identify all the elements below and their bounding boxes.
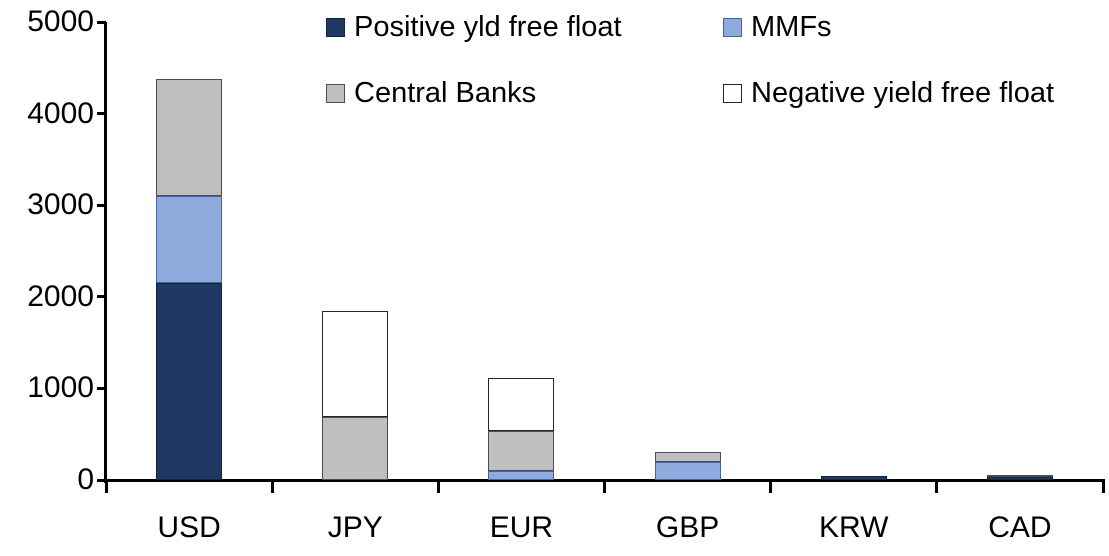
bar-segment-JPY-negative-yield-free-float xyxy=(322,311,389,417)
legend-item-central-banks: Central Banks xyxy=(326,76,723,110)
x-tick xyxy=(603,480,606,493)
bar-segment-CAD-positive-yld-free-float xyxy=(986,477,1053,480)
y-tick-label: 3000 xyxy=(27,188,94,222)
legend-label: MMFs xyxy=(751,11,832,43)
x-category-label: KRW xyxy=(819,511,889,544)
legend-item-mmfs: MMFs xyxy=(723,10,1054,44)
y-tick xyxy=(97,112,106,116)
y-tick-label: 4000 xyxy=(27,96,94,130)
legend-item-negative-yield-free-float: Negative yield free float xyxy=(723,76,1054,110)
legend-swatch-negative-icon xyxy=(723,83,742,103)
x-tick xyxy=(769,480,773,493)
bar-segment-GBP-central-banks xyxy=(654,451,721,462)
legend-label: Central Banks xyxy=(354,77,537,109)
legend-label: Positive yld free float xyxy=(354,11,622,43)
bar-segment-EUR-negative-yield-free-float xyxy=(488,378,555,432)
bar-segment-USD-positive-yld-free-float xyxy=(156,283,223,480)
bar-segment-CAD-central-banks xyxy=(986,474,1053,478)
x-tick xyxy=(270,480,274,493)
x-category-label: JPY xyxy=(327,511,383,544)
bar-segment-JPY-central-banks xyxy=(322,416,389,480)
y-axis-line xyxy=(104,22,107,483)
x-tick xyxy=(1101,480,1105,493)
y-tick-label: 2000 xyxy=(27,279,94,313)
bar-segment-GBP-mmfs xyxy=(654,461,721,480)
y-tick-label: 5000 xyxy=(27,5,94,38)
legend: Positive yld free float MMFs Central Ban… xyxy=(326,10,1054,110)
legend-swatch-positive-icon xyxy=(326,17,345,37)
bar-segment-KRW-positive-yld-free-float xyxy=(820,476,887,480)
x-category-label: GBP xyxy=(655,511,720,544)
bar-segment-EUR-mmfs xyxy=(488,470,555,480)
x-tick xyxy=(436,480,440,493)
x-category-label: USD xyxy=(157,511,221,544)
y-tick-label: 0 xyxy=(77,463,94,496)
y-tick-label: 1000 xyxy=(27,371,94,405)
bar-segment-USD-central-banks xyxy=(156,78,223,197)
y-tick xyxy=(97,20,106,24)
y-tick xyxy=(97,295,106,299)
bar-segment-USD-mmfs xyxy=(156,196,223,284)
x-category-label: CAD xyxy=(988,511,1052,544)
x-tick xyxy=(935,480,939,493)
y-tick xyxy=(97,203,106,207)
x-category-label: EUR xyxy=(489,511,554,544)
legend-swatch-mmfs-icon xyxy=(723,17,742,37)
x-tick xyxy=(104,480,108,493)
legend-item-positive-yld-free-float: Positive yld free float xyxy=(326,10,723,44)
y-tick xyxy=(97,478,106,482)
legend-label: Negative yield free float xyxy=(751,77,1055,109)
legend-swatch-central-banks-icon xyxy=(326,83,345,103)
y-tick xyxy=(97,386,106,390)
bar-segment-EUR-central-banks xyxy=(488,431,555,471)
